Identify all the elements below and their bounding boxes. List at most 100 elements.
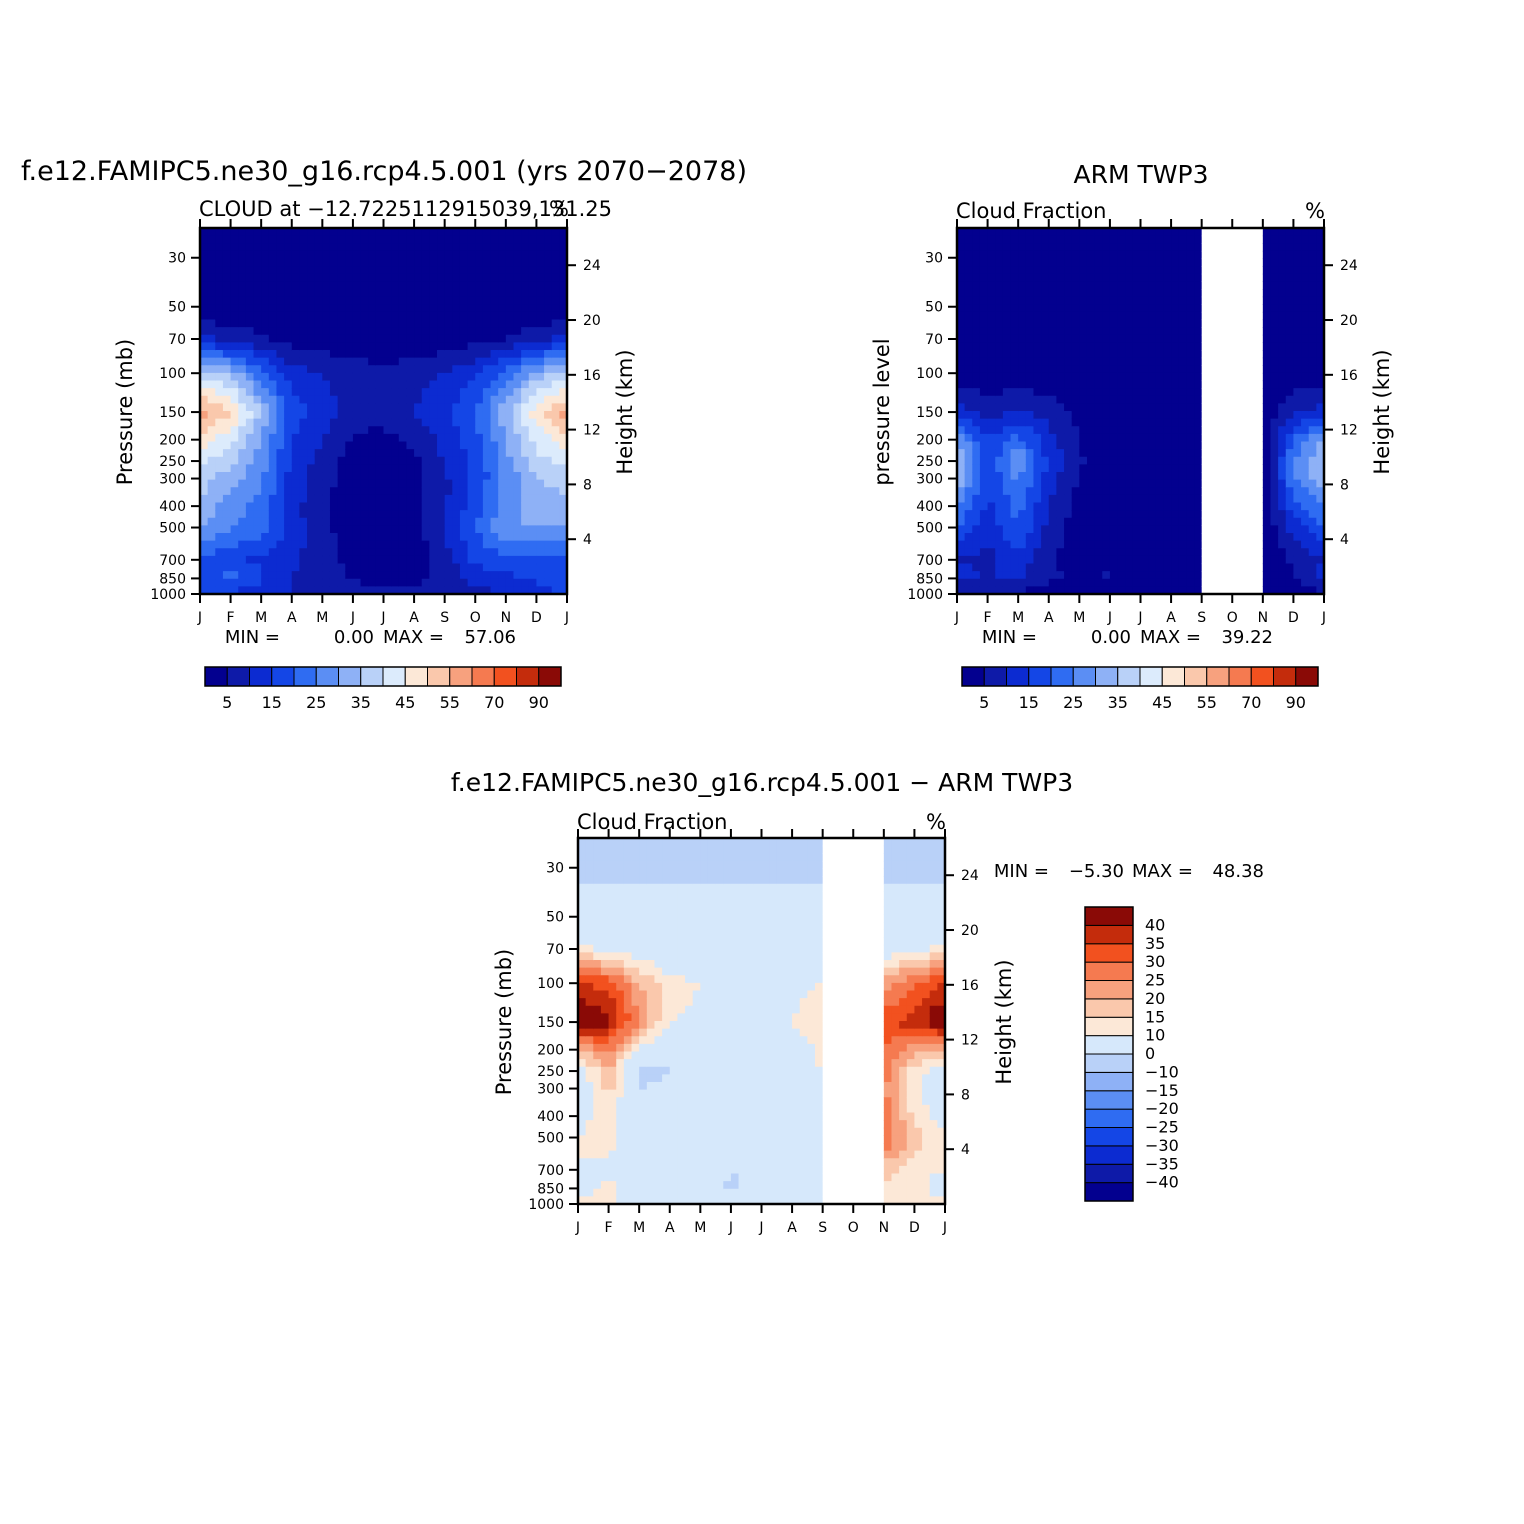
field-cell [578, 990, 587, 999]
field-cell [345, 441, 354, 450]
field-cell [1163, 411, 1172, 420]
field-cell [513, 258, 522, 267]
field-cell [1086, 342, 1096, 351]
field-cell [429, 380, 438, 389]
field-cell [593, 883, 602, 892]
field-cell [1194, 258, 1203, 267]
field-cell [1002, 235, 1012, 244]
field-cell [429, 243, 438, 252]
field-cell [329, 510, 339, 519]
field-cell [505, 571, 515, 580]
field-cell [551, 395, 560, 404]
field-cell [1316, 449, 1325, 458]
field-cell [1194, 266, 1203, 275]
field-cell [513, 571, 522, 580]
field-cell [459, 235, 469, 244]
field-cell [585, 1089, 594, 1098]
field-cell [521, 433, 530, 443]
field-cell [528, 456, 538, 465]
field-cell [337, 540, 346, 549]
field-cell [1285, 281, 1295, 290]
field-cell [1125, 258, 1134, 267]
field-cell [207, 464, 216, 473]
field-cell [1155, 403, 1165, 412]
field-cell [1094, 350, 1103, 359]
panel1-units: % [549, 197, 569, 221]
field-cell [551, 464, 560, 473]
field-cell [467, 555, 476, 565]
field-cell [1308, 548, 1317, 557]
field-cell [544, 578, 553, 587]
field-cell [215, 510, 224, 519]
field-cell [1048, 357, 1057, 366]
field-cell [253, 327, 262, 336]
field-cell [972, 235, 981, 244]
field-cell [276, 334, 285, 343]
field-cell [337, 357, 346, 366]
field-cell [375, 502, 385, 511]
field-cell [268, 258, 278, 267]
field-cell [593, 1036, 602, 1045]
panel2-subtitle: Cloud Fraction [956, 199, 1107, 223]
field-cell [375, 464, 385, 473]
field-cell [1301, 319, 1310, 328]
field-cell [391, 365, 400, 374]
field-cell [375, 555, 385, 565]
field-cell [1155, 388, 1165, 397]
field-cell [1025, 464, 1035, 473]
field-cell [360, 563, 369, 572]
y-tick-label: 100 [916, 366, 943, 382]
field-cell [1247, 472, 1256, 481]
field-cell [253, 510, 262, 519]
field-cell [1232, 273, 1241, 282]
field-cell [987, 289, 996, 298]
field-cell [1255, 311, 1264, 321]
field-cell [490, 250, 499, 260]
field-cell [1247, 228, 1256, 237]
field-cell [1002, 517, 1012, 526]
field-cell [1148, 235, 1157, 244]
field-cell [284, 555, 293, 565]
field-cell [1232, 571, 1241, 580]
field-cell [345, 586, 354, 595]
field-cell [1224, 494, 1233, 504]
field-cell [1201, 228, 1210, 237]
field-cell [521, 380, 530, 389]
field-cell [414, 327, 423, 336]
field-cell [200, 510, 209, 519]
field-cell [1086, 334, 1096, 343]
field-cell [437, 510, 446, 519]
field-cell [1048, 411, 1057, 420]
field-cell [1056, 433, 1065, 443]
field-cell [559, 548, 568, 557]
field-cell [593, 853, 602, 862]
field-cell [1255, 464, 1264, 473]
field-cell [1010, 273, 1019, 282]
field-cell [1285, 571, 1295, 580]
field-cell [398, 243, 408, 252]
field-cell [261, 235, 270, 244]
field-cell [383, 411, 392, 420]
field-cell [475, 540, 484, 549]
field-cell [406, 479, 415, 488]
field-cell [284, 586, 293, 595]
field-cell [253, 342, 262, 351]
field-cell [368, 228, 377, 237]
field-cell [222, 487, 232, 496]
field-cell [979, 411, 989, 420]
field-cell [1194, 334, 1203, 343]
field-cell [505, 258, 515, 267]
field-cell [987, 350, 996, 359]
field-cell [1209, 281, 1218, 290]
field-cell [1201, 311, 1210, 321]
field-cell [1117, 548, 1126, 557]
field-cell [1018, 586, 1027, 595]
field-cell [475, 380, 484, 389]
field-cell [521, 563, 530, 572]
field-cell [972, 395, 981, 404]
field-cell [437, 571, 446, 580]
field-cell [345, 311, 354, 321]
field-cell [291, 342, 300, 351]
field-cell [1216, 578, 1226, 587]
field-cell [578, 921, 587, 931]
